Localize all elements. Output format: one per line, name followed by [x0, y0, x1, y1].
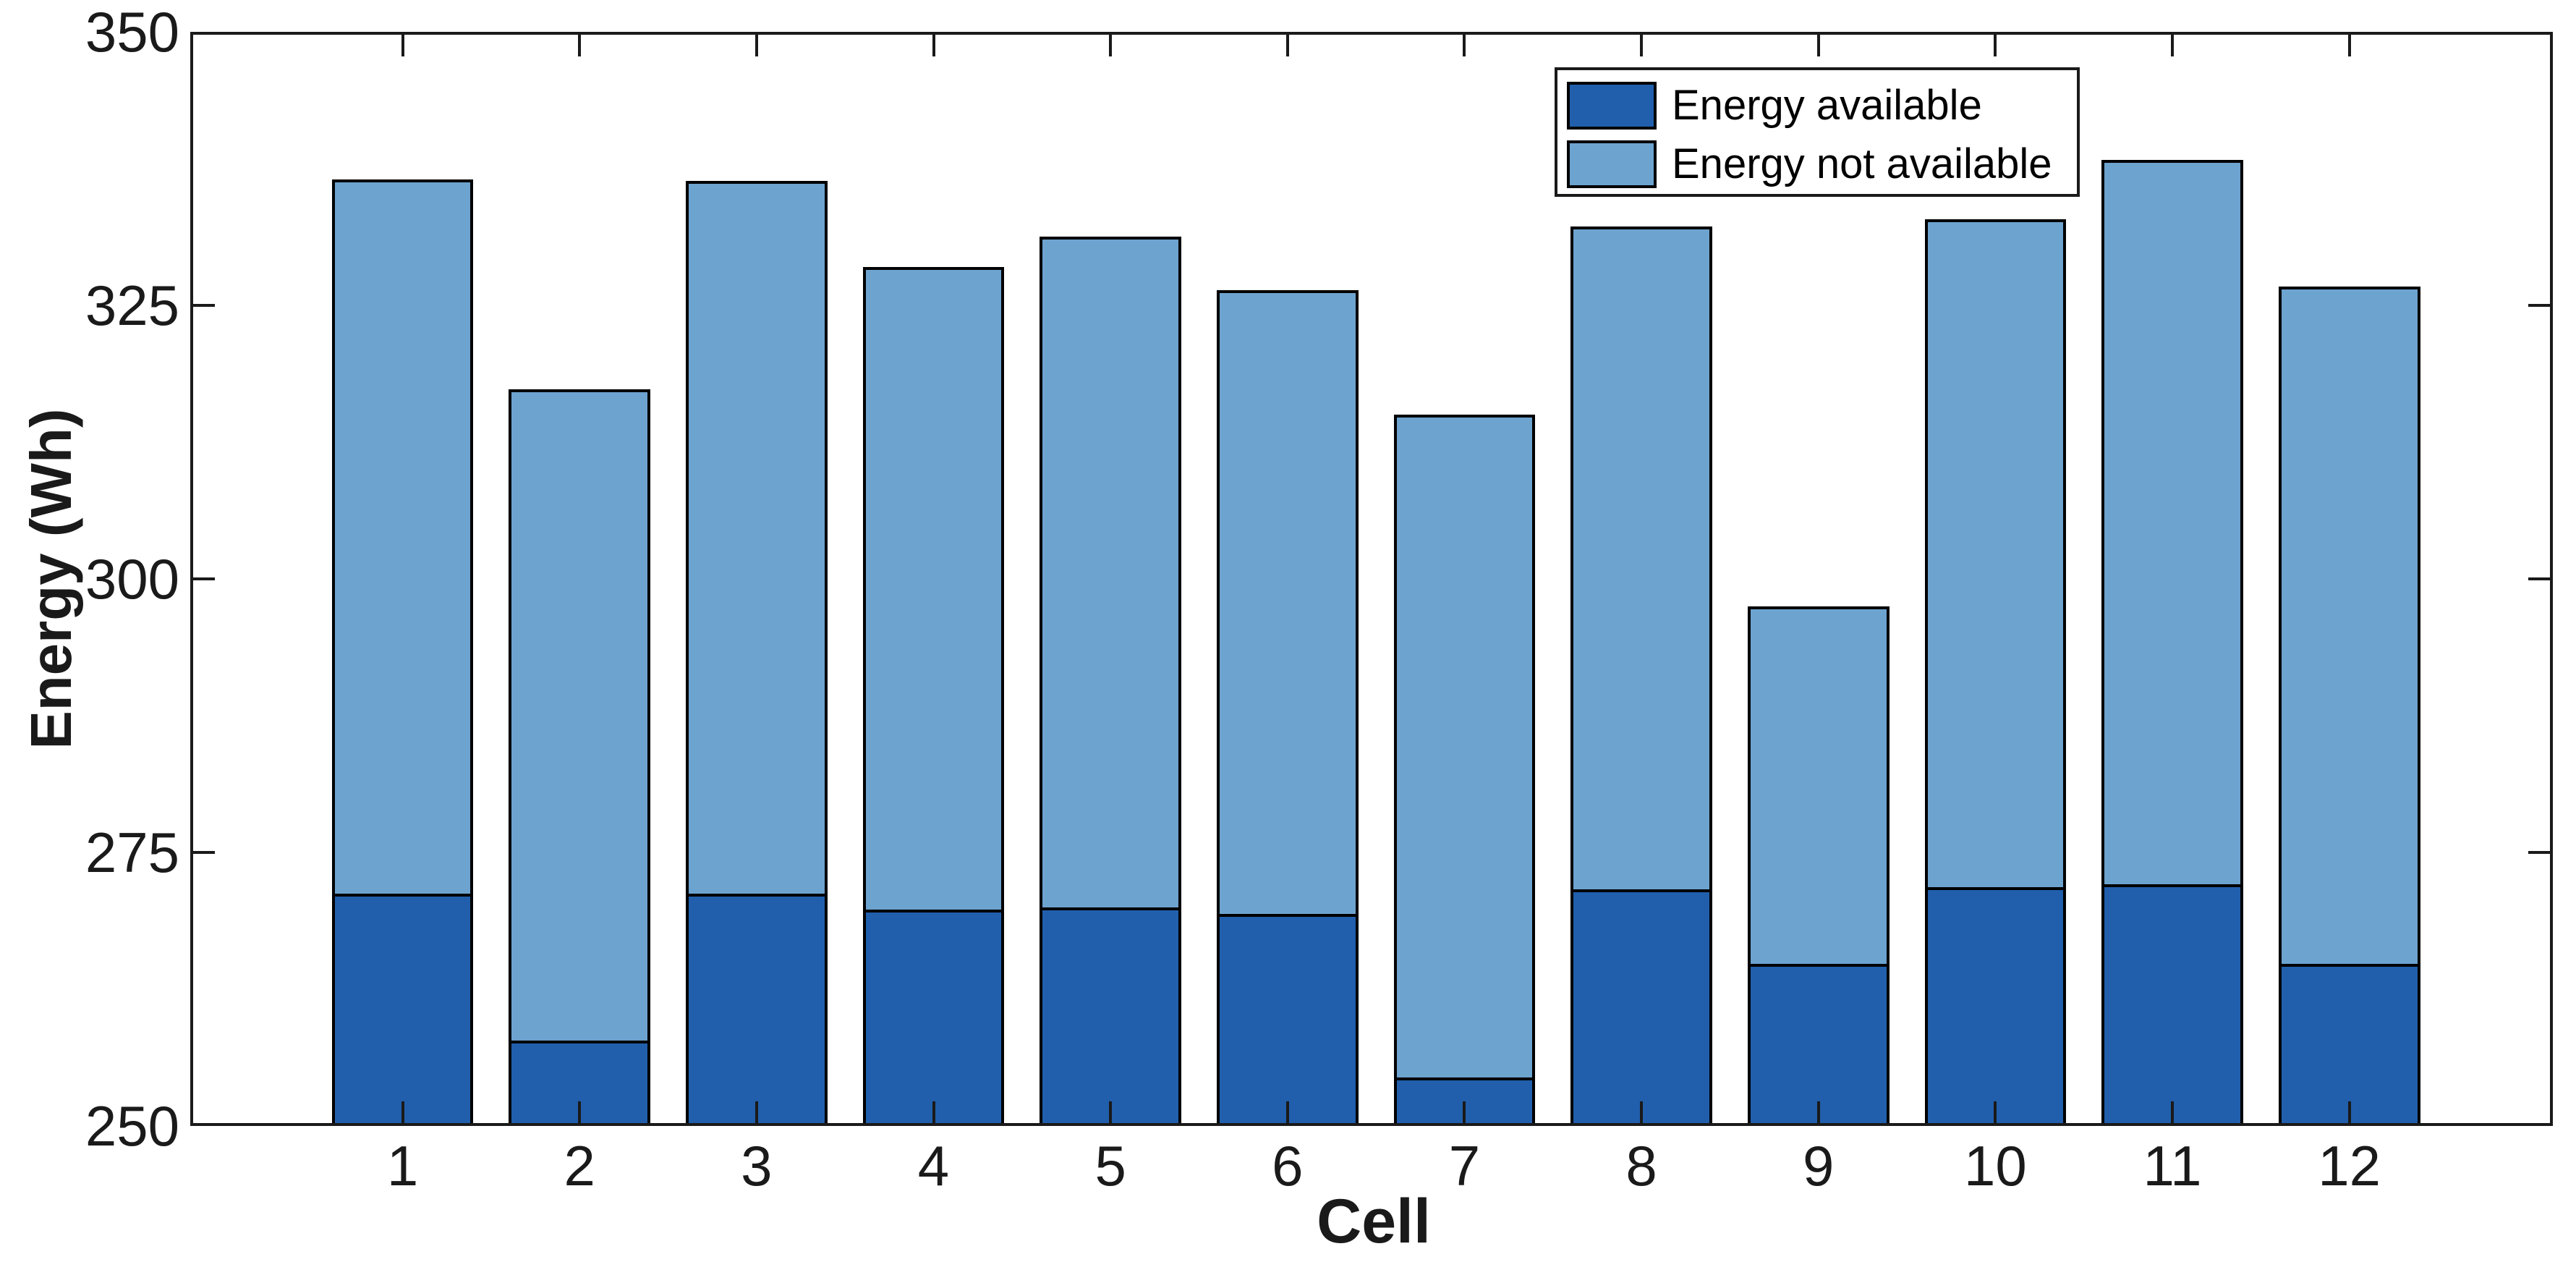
y-tick-left [193, 851, 215, 854]
y-tick-right [2528, 304, 2550, 307]
x-tick-bottom [1640, 1101, 1644, 1123]
y-tick-left [193, 577, 215, 580]
bar-segment-available [1570, 889, 1712, 1126]
bar-segment-not-available [2278, 287, 2420, 965]
y-tick-left [193, 304, 215, 307]
x-tick-top [1816, 35, 1820, 56]
x-tick-top [1994, 35, 1997, 56]
legend-swatch-energy-available [1567, 82, 1657, 130]
x-tick-label: 5 [1094, 1134, 1126, 1198]
x-tick-top [1285, 35, 1289, 56]
x-tick-label: 4 [917, 1134, 950, 1198]
x-tick-label: 6 [1272, 1134, 1304, 1198]
legend-label-energy-not-available: Energy not available [1672, 140, 2052, 187]
bar-segment-not-available [509, 389, 651, 1041]
x-tick-top [2171, 35, 2174, 56]
x-tick-bottom [1994, 1101, 1997, 1123]
x-tick-bottom [754, 1101, 758, 1123]
x-tick-label: 3 [741, 1134, 773, 1198]
x-tick-bottom [932, 1101, 935, 1123]
x-axis-label: Cell [1317, 1187, 1431, 1256]
bar-segment-not-available [1924, 219, 2067, 888]
y-tick-label: 250 [85, 1094, 179, 1158]
bar-segment-available [1216, 913, 1359, 1126]
x-tick-top [754, 35, 758, 56]
x-tick-top [578, 35, 582, 56]
bar-segment-available [686, 894, 828, 1126]
bar-segment-not-available [1216, 289, 1359, 914]
bar-segment-available [2278, 964, 2420, 1126]
bar-segment-available [331, 894, 474, 1126]
bar-segment-available [1747, 964, 1890, 1126]
x-tick-bottom [1109, 1101, 1113, 1123]
y-axis-label: Energy (Wh) [19, 408, 83, 750]
x-tick-label: 12 [2318, 1134, 2381, 1198]
x-tick-bottom [2171, 1101, 2174, 1123]
y-tick-label: 350 [85, 0, 179, 64]
bar-segment-not-available [1393, 415, 1536, 1078]
legend-swatch-energy-not-available [1567, 140, 1657, 188]
x-tick-top [401, 35, 404, 56]
bar-segment-not-available [862, 267, 1005, 910]
x-tick-label: 2 [564, 1134, 595, 1198]
x-tick-bottom [401, 1101, 404, 1123]
x-tick-bottom [2347, 1101, 2351, 1123]
y-tick-right [2528, 577, 2550, 580]
x-tick-label: 11 [2143, 1134, 2202, 1198]
y-tick-right [2528, 851, 2550, 854]
y-tick-label: 325 [85, 274, 179, 337]
x-tick-top [2347, 35, 2351, 56]
bar-segment-not-available [331, 179, 474, 894]
bar-segment-available [862, 909, 1005, 1126]
x-tick-top [932, 35, 935, 56]
x-tick-label: 10 [1963, 1134, 2027, 1198]
bar-segment-available [2101, 884, 2243, 1126]
bar-segment-not-available [1570, 226, 1712, 890]
bar-segment-available [1040, 907, 1181, 1126]
y-tick-label: 300 [85, 547, 179, 611]
x-tick-top [1463, 35, 1466, 56]
legend: Energy available Energy not available [1555, 67, 2080, 197]
y-tick-label: 275 [85, 821, 179, 884]
x-tick-label: 9 [1803, 1134, 1835, 1198]
bar-segment-not-available [686, 180, 828, 894]
x-tick-bottom [578, 1101, 582, 1123]
x-tick-label: 1 [386, 1134, 419, 1198]
legend-label-energy-available: Energy available [1672, 82, 1982, 129]
x-tick-top [1640, 35, 1644, 56]
x-tick-top [1109, 35, 1113, 56]
x-tick-bottom [1463, 1101, 1466, 1123]
x-tick-bottom [1285, 1101, 1289, 1123]
x-tick-bottom [1816, 1101, 1820, 1123]
x-tick-label: 8 [1625, 1134, 1657, 1198]
bar-segment-not-available [1747, 606, 1890, 965]
bar-segment-not-available [1040, 236, 1181, 907]
bar-segment-available [1924, 887, 2067, 1126]
bar-segment-not-available [2101, 159, 2243, 884]
x-tick-label: 7 [1448, 1134, 1481, 1198]
